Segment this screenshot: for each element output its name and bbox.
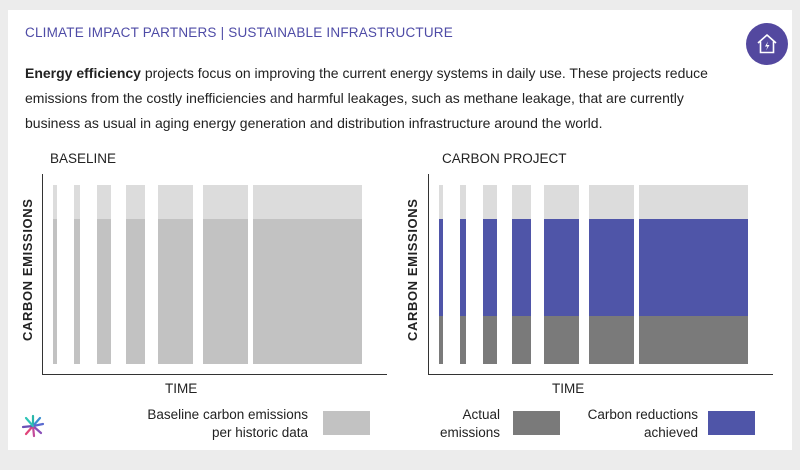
project-y-axis (428, 174, 429, 374)
intro-bold: Energy efficiency (25, 65, 141, 81)
reduction-bar (483, 219, 497, 316)
baseline-bar-top (74, 185, 80, 219)
baseline-bar (97, 219, 111, 364)
project-bar-top (460, 185, 466, 219)
baseline-bar (203, 219, 248, 364)
reduction-bar (544, 219, 579, 316)
baseline-y-label: CARBON EMISSIONS (20, 198, 35, 341)
project-bar-top (589, 185, 634, 219)
legend-actual-label: Actual emissions (439, 407, 500, 440)
actual-emissions-bar (589, 316, 634, 364)
actual-emissions-bar (639, 316, 748, 364)
project-bar-top (483, 185, 497, 219)
baseline-bar-top (203, 185, 248, 219)
actual-emissions-bar (544, 316, 579, 364)
baseline-bar-top (158, 185, 193, 219)
project-bar-top (512, 185, 531, 219)
starburst-logo-icon (20, 413, 46, 444)
baseline-bar-top (97, 185, 111, 219)
reduction-bar (460, 219, 466, 316)
baseline-bar (158, 219, 193, 364)
actual-emissions-bar (439, 316, 443, 364)
baseline-y-axis (42, 174, 43, 374)
baseline-bar (53, 219, 57, 364)
reduction-bar (589, 219, 634, 316)
legend-reductions-swatch (708, 411, 755, 435)
baseline-bar-top (53, 185, 57, 219)
reduction-bar (512, 219, 531, 316)
legend-baseline-label: Baseline carbon emissions per historic d… (147, 407, 308, 440)
actual-emissions-bar (512, 316, 531, 364)
actual-emissions-bar (460, 316, 466, 364)
baseline-bar (74, 219, 80, 364)
baseline-x-axis (42, 374, 387, 375)
project-bar-top (639, 185, 748, 219)
project-bar-top (544, 185, 579, 219)
baseline-bar (126, 219, 145, 364)
project-y-label: CARBON EMISSIONS (405, 198, 420, 341)
baseline-bar-top (126, 185, 145, 219)
reduction-bar (439, 219, 443, 316)
baseline-title: BASELINE (50, 151, 117, 166)
project-bar-top (439, 185, 443, 219)
intro-text: projects focus on improving the current … (25, 65, 708, 131)
actual-emissions-bar (483, 316, 497, 364)
legend-actual-swatch (513, 411, 560, 435)
project-x-axis (428, 374, 773, 375)
intro-paragraph: Energy efficiency projects focus on impr… (25, 61, 725, 136)
baseline-bar-top (253, 185, 362, 219)
house-lightning-icon (746, 23, 788, 65)
baseline-x-label: TIME (165, 381, 198, 396)
slide: CLIMATE IMPACT PARTNERS | SUSTAINABLE IN… (8, 10, 792, 450)
legend-baseline-swatch (323, 411, 370, 435)
baseline-bar (253, 219, 362, 364)
legend-reductions-label: Carbon reductions achieved (587, 407, 698, 440)
header-title: CLIMATE IMPACT PARTNERS | SUSTAINABLE IN… (25, 25, 453, 40)
reduction-bar (639, 219, 748, 316)
project-title: CARBON PROJECT (442, 151, 567, 166)
project-x-label: TIME (552, 381, 585, 396)
